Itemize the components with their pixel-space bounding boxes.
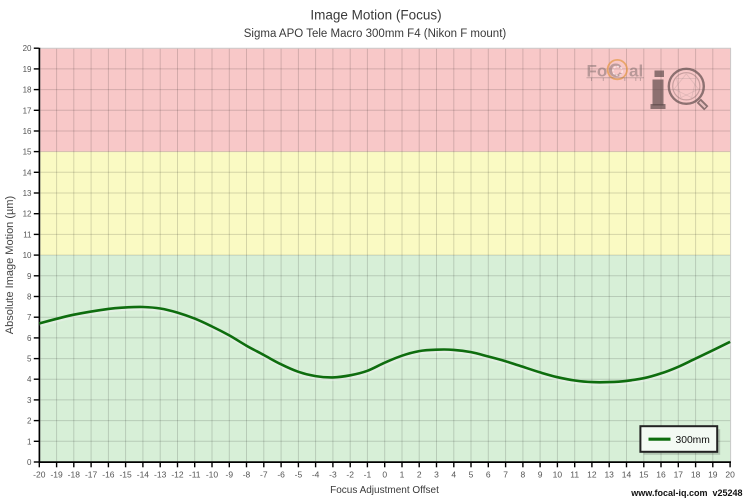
svg-text:Sigma APO Tele Macro 300mm F4: Sigma APO Tele Macro 300mm F4 (Nikon F m… — [244, 28, 507, 40]
svg-text:18: 18 — [691, 470, 701, 480]
svg-text:6: 6 — [27, 334, 32, 343]
svg-text:15: 15 — [639, 470, 649, 480]
svg-text:9: 9 — [27, 272, 32, 281]
svg-text:1: 1 — [27, 437, 32, 446]
svg-text:Focus Adjustment Offset: Focus Adjustment Offset — [330, 485, 439, 496]
svg-text:3: 3 — [434, 470, 439, 480]
svg-text:4: 4 — [451, 470, 456, 480]
svg-text:-5: -5 — [295, 470, 303, 480]
svg-text:10: 10 — [553, 470, 563, 480]
svg-text:2: 2 — [27, 417, 32, 426]
svg-text:-1: -1 — [364, 470, 372, 480]
svg-text:-15: -15 — [119, 470, 132, 480]
svg-text:5: 5 — [27, 355, 32, 364]
svg-text:7: 7 — [27, 313, 32, 322]
svg-text:www.focal-iq.com v25248: www.focal-iq.com v25248 — [630, 488, 742, 498]
svg-text:-14: -14 — [137, 470, 150, 480]
svg-text:5: 5 — [469, 470, 474, 480]
svg-text:14: 14 — [23, 168, 32, 177]
svg-text:11: 11 — [23, 230, 32, 239]
svg-text:Fo: Fo — [587, 62, 608, 81]
svg-text:2: 2 — [417, 470, 422, 480]
svg-text:-8: -8 — [243, 470, 251, 480]
svg-text:13: 13 — [23, 189, 32, 198]
svg-text:8: 8 — [27, 293, 32, 302]
svg-text:0: 0 — [382, 470, 387, 480]
svg-text:19: 19 — [23, 65, 32, 74]
svg-text:17: 17 — [674, 470, 684, 480]
svg-text:9: 9 — [538, 470, 543, 480]
svg-text:300mm: 300mm — [676, 435, 710, 446]
svg-text:8: 8 — [521, 470, 526, 480]
svg-text:-17: -17 — [85, 470, 98, 480]
svg-text:20: 20 — [23, 44, 32, 53]
svg-text:12: 12 — [23, 210, 32, 219]
svg-text:10: 10 — [23, 251, 32, 260]
svg-text:16: 16 — [656, 470, 666, 480]
svg-text:-16: -16 — [102, 470, 115, 480]
svg-text:19: 19 — [708, 470, 718, 480]
svg-text:-12: -12 — [171, 470, 184, 480]
svg-text:15: 15 — [23, 148, 32, 157]
svg-text:14: 14 — [622, 470, 632, 480]
svg-text:-6: -6 — [277, 470, 285, 480]
svg-text:Absolute Image Motion (µm): Absolute Image Motion (µm) — [4, 196, 16, 334]
svg-text:6: 6 — [486, 470, 491, 480]
svg-text:1: 1 — [400, 470, 405, 480]
svg-text:-2: -2 — [346, 470, 354, 480]
svg-text:-4: -4 — [312, 470, 320, 480]
svg-text:-20: -20 — [33, 470, 46, 480]
svg-text:C: C — [609, 61, 623, 82]
svg-text:7: 7 — [503, 470, 508, 480]
svg-text:0: 0 — [27, 458, 32, 467]
svg-text:18: 18 — [23, 86, 32, 95]
svg-text:16: 16 — [23, 127, 32, 136]
svg-text:-3: -3 — [329, 470, 337, 480]
svg-text:4: 4 — [27, 375, 32, 384]
svg-text:11: 11 — [570, 470, 579, 480]
svg-text:12: 12 — [587, 470, 597, 480]
svg-text:20: 20 — [725, 470, 735, 480]
svg-text:-13: -13 — [154, 470, 167, 480]
svg-text:-7: -7 — [260, 470, 268, 480]
svg-text:-10: -10 — [206, 470, 219, 480]
svg-text:-18: -18 — [68, 470, 81, 480]
svg-text:13: 13 — [604, 470, 614, 480]
svg-text:-11: -11 — [189, 470, 201, 480]
svg-text:-19: -19 — [50, 470, 63, 480]
svg-text:al: al — [629, 62, 643, 81]
svg-text:-9: -9 — [226, 470, 234, 480]
svg-text:Image Motion (Focus): Image Motion (Focus) — [310, 8, 441, 23]
svg-text:3: 3 — [27, 396, 32, 405]
svg-text:17: 17 — [23, 106, 32, 115]
